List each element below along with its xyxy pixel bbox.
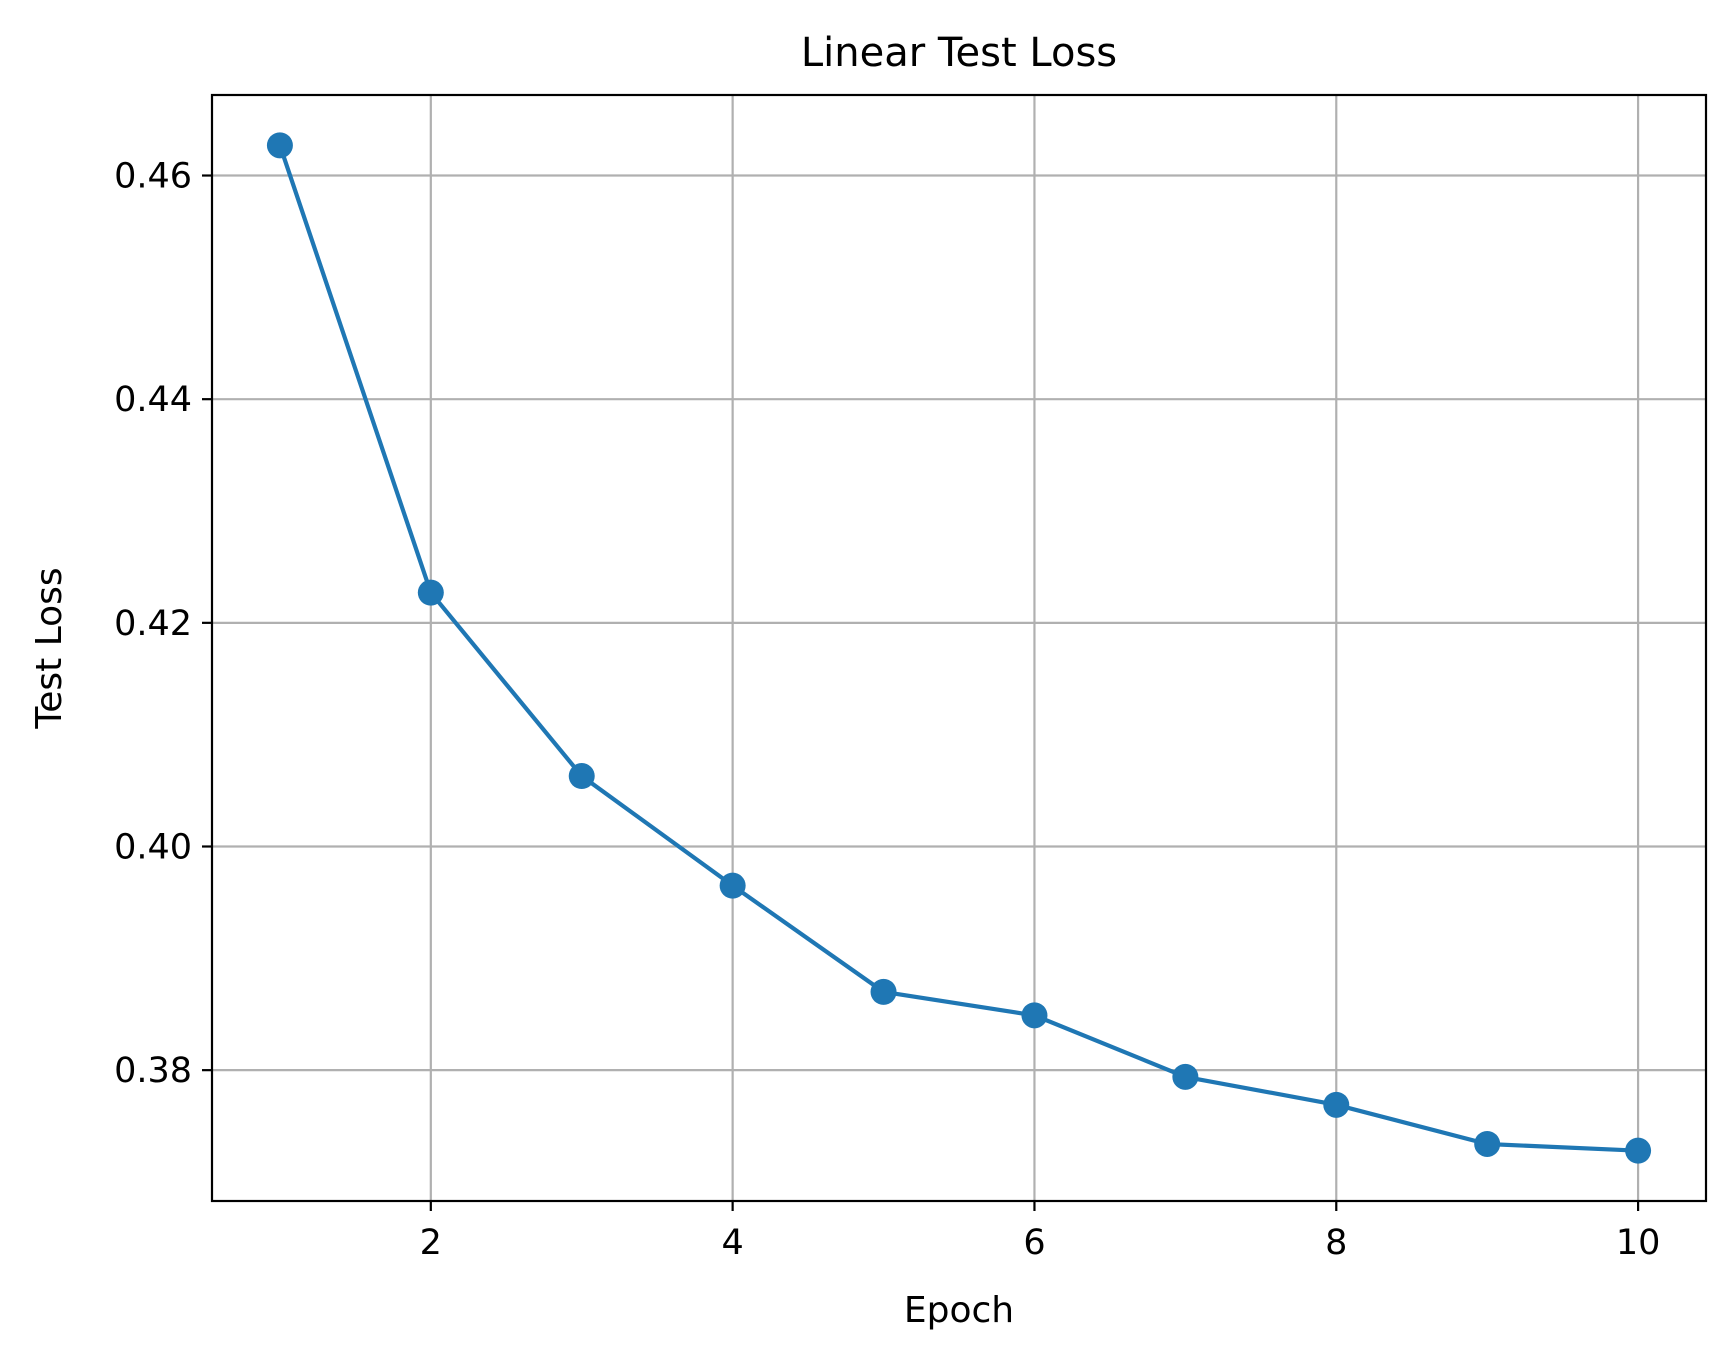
series-layer <box>266 132 1652 1164</box>
data-point <box>1323 1091 1350 1118</box>
data-point <box>417 579 444 606</box>
data-point <box>1474 1130 1501 1157</box>
data-point <box>568 763 595 790</box>
y-axis-label: Test Loss <box>29 567 70 729</box>
y-tick-label: 0.42 <box>114 604 192 644</box>
tick-layer: 2 4 6 8 10 0.38 0.40 0.42 0.44 0.46 <box>114 157 1660 1263</box>
data-point <box>1021 1002 1048 1029</box>
y-tick-label: 0.46 <box>114 157 192 197</box>
x-axis-label: Epoch <box>904 1290 1014 1331</box>
data-point <box>719 872 746 899</box>
x-tick-label: 6 <box>1023 1223 1045 1263</box>
x-tick-label: 8 <box>1325 1223 1347 1263</box>
x-tick-label: 2 <box>420 1223 442 1263</box>
plot-frame <box>210 93 1708 1203</box>
data-point <box>1172 1063 1199 1090</box>
data-point <box>266 132 293 159</box>
y-tick-label: 0.38 <box>114 1051 192 1091</box>
grid-layer <box>212 95 1706 1201</box>
series-line <box>277 143 1641 1153</box>
x-tick-label: 4 <box>721 1223 743 1263</box>
y-tick-label: 0.40 <box>114 827 192 867</box>
x-tick-label: 10 <box>1616 1223 1661 1263</box>
data-point <box>1625 1137 1652 1164</box>
y-tick-label: 0.44 <box>114 380 192 420</box>
chart-title: Linear Test Loss <box>801 30 1117 76</box>
data-point <box>870 978 897 1005</box>
